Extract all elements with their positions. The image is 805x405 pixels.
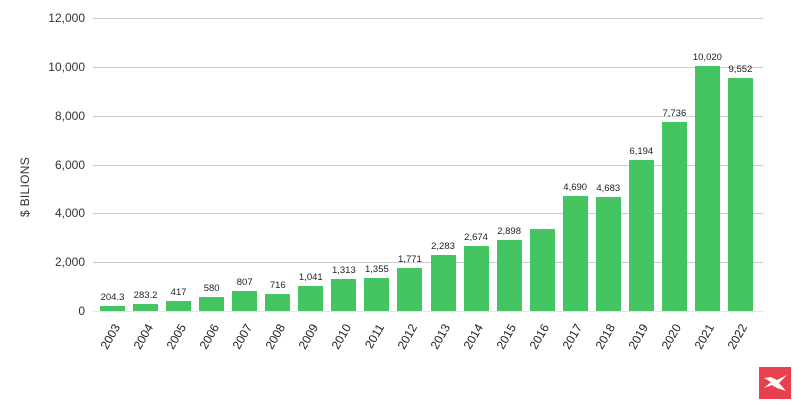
data-label: 716 <box>269 279 286 291</box>
data-label: 2,898 <box>497 226 521 238</box>
gridline <box>93 262 763 264</box>
y-tick-label: 6,000 <box>54 157 85 172</box>
data-label: 807 <box>236 277 253 289</box>
x-tick-label: 2009 <box>295 321 321 352</box>
data-label: 204.3 <box>100 292 125 303</box>
data-label: 4,683 <box>596 182 621 194</box>
data-label: 1,313 <box>331 264 356 276</box>
bar-2015 <box>496 240 522 311</box>
y-tick-label: 8,000 <box>54 108 85 123</box>
bar-2003 <box>100 306 125 311</box>
data-label: 417 <box>170 286 187 298</box>
x-tick-label: 2021 <box>691 321 718 352</box>
bar-2016 <box>529 229 555 311</box>
bar-2020 <box>661 122 687 311</box>
data-label: 2,674 <box>464 231 488 243</box>
y-tick-label: 2,000 <box>54 255 85 270</box>
y-tick-label: 12,000 <box>48 11 85 25</box>
x-tick-label: 2015 <box>493 321 520 352</box>
y-tick-label: 4,000 <box>54 206 85 221</box>
bar-2010 <box>331 278 357 311</box>
bar-2005 <box>166 300 192 311</box>
x-tick-label: 2005 <box>163 321 189 352</box>
gridline <box>93 66 763 68</box>
y-tick-label: 10,000 <box>48 59 85 74</box>
bar-2011 <box>364 277 390 311</box>
x-tick-label: 2014 <box>460 321 487 352</box>
bar-2006 <box>199 296 225 311</box>
x-tick-label: 2010 <box>328 321 354 352</box>
x-tick-label: 2012 <box>394 321 420 352</box>
x-tick-label: 2019 <box>625 321 652 352</box>
x-tick-label: 2017 <box>559 321 586 352</box>
gridline <box>93 213 763 215</box>
data-label: 1,041 <box>298 271 323 283</box>
gridline <box>93 164 763 166</box>
data-label: 1,355 <box>365 263 389 275</box>
gridline <box>93 18 763 19</box>
gridline <box>93 311 763 312</box>
bar-2004 <box>133 304 159 311</box>
data-label: 10,020 <box>692 52 722 64</box>
x-tick-label: 2004 <box>130 321 156 352</box>
bar-2022 <box>727 77 753 311</box>
x-tick-label: 2022 <box>725 321 751 352</box>
bar-2021 <box>694 66 720 311</box>
x-tick-label: 2011 <box>361 321 387 351</box>
x-tick-label: 2003 <box>97 321 123 352</box>
bar-2013 <box>430 255 456 311</box>
data-label: 7,736 <box>662 108 687 120</box>
bar-2019 <box>628 159 654 311</box>
x-tick-label: 2007 <box>229 321 255 352</box>
data-label: 9,552 <box>728 63 753 75</box>
data-label: 2,283 <box>431 241 455 253</box>
x-tick-label: 2013 <box>427 321 454 352</box>
data-label: 283.2 <box>133 290 158 302</box>
x-tick-label: 2008 <box>262 321 288 352</box>
x-tick-label: 2018 <box>592 321 619 352</box>
y-tick-label: 0 <box>78 304 85 318</box>
data-label: 6,194 <box>629 145 654 157</box>
x-tick-label: 2020 <box>658 321 685 352</box>
bar-2014 <box>463 245 489 311</box>
bar-2012 <box>397 267 423 311</box>
xtb-logo <box>759 367 791 399</box>
bar-2017 <box>562 196 588 311</box>
data-label: 1,771 <box>398 253 422 265</box>
data-label: 4,690 <box>563 182 588 194</box>
bar-2008 <box>265 293 291 311</box>
x-tick-label: 2016 <box>526 321 553 352</box>
x-logo-icon <box>764 375 787 391</box>
bar-2018 <box>595 196 621 311</box>
x-tick-label: 2006 <box>196 321 222 352</box>
bar-2007 <box>232 291 258 311</box>
gridline <box>93 115 763 117</box>
data-label: 580 <box>203 282 220 294</box>
y-axis-label: $ BILIONS <box>18 156 32 218</box>
bar-2009 <box>298 285 324 311</box>
